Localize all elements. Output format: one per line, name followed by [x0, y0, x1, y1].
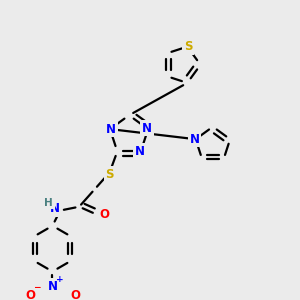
Text: N: N	[47, 280, 58, 293]
Text: O: O	[26, 289, 36, 300]
Text: N: N	[142, 122, 152, 135]
Text: S: S	[184, 40, 193, 53]
Text: H: H	[44, 198, 53, 208]
Text: N: N	[190, 133, 200, 146]
Text: N: N	[106, 123, 116, 136]
Text: +: +	[56, 275, 64, 284]
Text: O: O	[99, 208, 109, 221]
Text: N: N	[135, 145, 145, 158]
Text: N: N	[50, 202, 60, 215]
Text: −: −	[33, 283, 41, 292]
Text: O: O	[70, 289, 80, 300]
Text: S: S	[105, 168, 114, 181]
